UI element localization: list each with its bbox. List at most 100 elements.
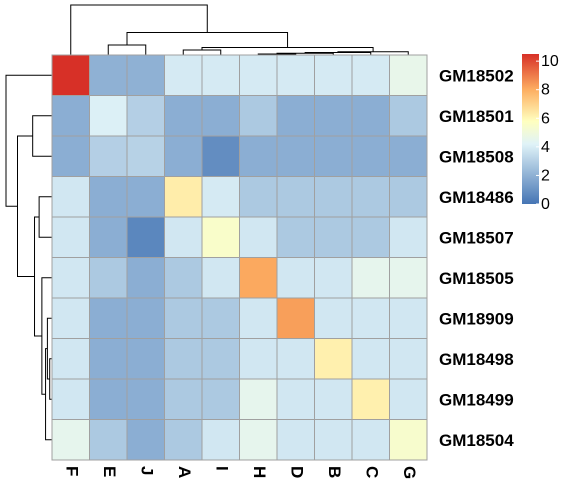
row-dendrogram-branch <box>32 115 52 157</box>
heatmap-cell-GM18499-B <box>314 378 353 420</box>
heatmap-cell-GM18507-G <box>389 216 428 258</box>
heatmap-cell-GM18502-B <box>314 54 353 96</box>
heatmap-cell-GM18499-F <box>51 378 90 420</box>
heatmap-cell-GM18486-H <box>239 176 278 218</box>
heatmap-cell-GM18498-B <box>314 338 353 380</box>
row-dendrogram-branch <box>34 216 42 337</box>
heatmap-cell-GM18508-D <box>276 135 315 177</box>
heatmap-cell-GM18501-J <box>126 95 165 137</box>
heatmap-cell-GM18486-D <box>276 176 315 218</box>
heatmap-cell-GM18486-E <box>89 176 128 218</box>
heatmap-cell-GM18505-D <box>276 257 315 299</box>
heatmap-cell-GM18909-B <box>314 297 353 339</box>
heatmap-cell-GM18504-D <box>276 419 315 461</box>
heatmap-cell-GM18504-I <box>201 419 240 461</box>
heatmap-cell-GM18505-H <box>239 257 278 299</box>
heatmap-cell-GM18504-H <box>239 419 278 461</box>
heatmap-cell-GM18504-E <box>89 419 128 461</box>
row-dendrogram <box>5 74 52 441</box>
heatmap-cell-GM18499-D <box>276 378 315 420</box>
heatmap-cell-GM18504-A <box>164 419 203 461</box>
row-label-GM18507: GM18507 <box>439 228 514 247</box>
heatmap-cell-GM18498-G <box>389 338 428 380</box>
heatmap-cell-GM18909-E <box>89 297 128 339</box>
heatmap-cell-GM18501-G <box>389 95 428 137</box>
heatmap-cell-GM18498-I <box>201 338 240 380</box>
heatmap-cell-GM18505-G <box>389 257 428 299</box>
heatmap-cell-GM18502-H <box>239 54 278 96</box>
heatmap-cell-GM18504-J <box>126 419 165 461</box>
heatmap-cell-GM18498-A <box>164 338 203 380</box>
heatmap-cell-GM18504-B <box>314 419 353 461</box>
heatmap-cell-GM18486-G <box>389 176 428 218</box>
heatmap-cell-GM18499-J <box>126 378 165 420</box>
heatmap-cell-GM18502-A <box>164 54 203 96</box>
heatmap-cell-GM18499-G <box>389 378 428 420</box>
heatmap-cell-GM18508-B <box>314 135 353 177</box>
heatmap-cell-GM18486-C <box>351 176 390 218</box>
column-label-A: A <box>175 466 194 478</box>
heatmap-cell-GM18909-J <box>126 297 165 339</box>
heatmap-cell-GM18508-J <box>126 135 165 177</box>
column-dendrogram-branch <box>182 49 222 55</box>
legend-tick-label-4: 4 <box>541 139 550 156</box>
heatmap-cell-GM18505-B <box>314 257 353 299</box>
heatmap-cell-GM18502-D <box>276 54 315 96</box>
heatmap-cell-GM18501-H <box>239 95 278 137</box>
row-label-GM18501: GM18501 <box>439 107 514 126</box>
row-label-GM18508: GM18508 <box>439 147 514 166</box>
color-legend: 0 2 4 6 8 10 <box>522 53 559 213</box>
heatmap-cell-GM18507-J <box>126 216 165 258</box>
heatmap-cell-GM18498-D <box>276 338 315 380</box>
column-dendrogram-branch <box>126 32 289 48</box>
column-label-H: H <box>250 466 269 478</box>
heatmap-cell-GM18505-A <box>164 257 203 299</box>
column-label-E: E <box>100 466 119 477</box>
legend-tick-label-6: 6 <box>541 110 550 127</box>
heatmap-cell-GM18502-G <box>389 54 428 96</box>
heatmap-cell-GM18505-I <box>201 257 240 299</box>
column-label-G: G <box>400 466 419 479</box>
legend-color-bar <box>522 54 539 204</box>
heatmap-cell-GM18499-C <box>351 378 390 420</box>
heatmap-cell-GM18507-H <box>239 216 278 258</box>
column-label-J: J <box>137 466 156 475</box>
row-labels: GM18502 GM18501 GM18508 GM18486 GM18507 GM185… <box>439 66 514 450</box>
heatmap-cell-GM18498-C <box>351 338 390 380</box>
heatmap-cell-GM18504-C <box>351 419 390 461</box>
heatmap-cell-GM18508-C <box>351 135 390 177</box>
row-label-GM18909: GM18909 <box>439 309 514 328</box>
heatmap-cell-GM18501-A <box>164 95 203 137</box>
heatmap-cell-GM18498-J <box>126 338 165 380</box>
row-dendrogram-branch <box>38 196 52 238</box>
row-label-GM18502: GM18502 <box>439 66 514 85</box>
heatmap-cell-GM18499-I <box>201 378 240 420</box>
heatmap-cell-GM18909-H <box>239 297 278 339</box>
heatmap-cell-GM18501-B <box>314 95 353 137</box>
heatmap-cell-GM18507-E <box>89 216 128 258</box>
heatmap-cell-GM18505-F <box>51 257 90 299</box>
row-dendrogram-branch <box>5 74 52 207</box>
column-label-B: B <box>325 466 344 478</box>
heatmap-cell-GM18486-F <box>51 176 90 218</box>
heatmap-cell-GM18507-I <box>201 216 240 258</box>
heatmap-cell-GM18505-J <box>126 257 165 299</box>
heatmap-cell-GM18508-A <box>164 135 203 177</box>
row-dendrogram-branch <box>45 348 52 441</box>
column-dendrogram-branch <box>201 47 374 52</box>
heatmap-cell-GM18504-G <box>389 419 428 461</box>
heatmap-cell-GM18507-F <box>51 216 90 258</box>
heatmap-cell-GM18498-H <box>239 338 278 380</box>
heatmap-cell-GM18508-H <box>239 135 278 177</box>
heatmap-cell-GM18498-F <box>51 338 90 380</box>
heatmap-cell-GM18507-D <box>276 216 315 258</box>
row-dendrogram-branch <box>17 135 35 277</box>
heatmap-cell-GM18502-E <box>89 54 128 96</box>
heatmap-cell-GM18507-C <box>351 216 390 258</box>
heatmap-cell-GM18502-I <box>201 54 240 96</box>
row-label-GM18498: GM18498 <box>439 350 514 369</box>
heatmap-cell-GM18498-E <box>89 338 128 380</box>
